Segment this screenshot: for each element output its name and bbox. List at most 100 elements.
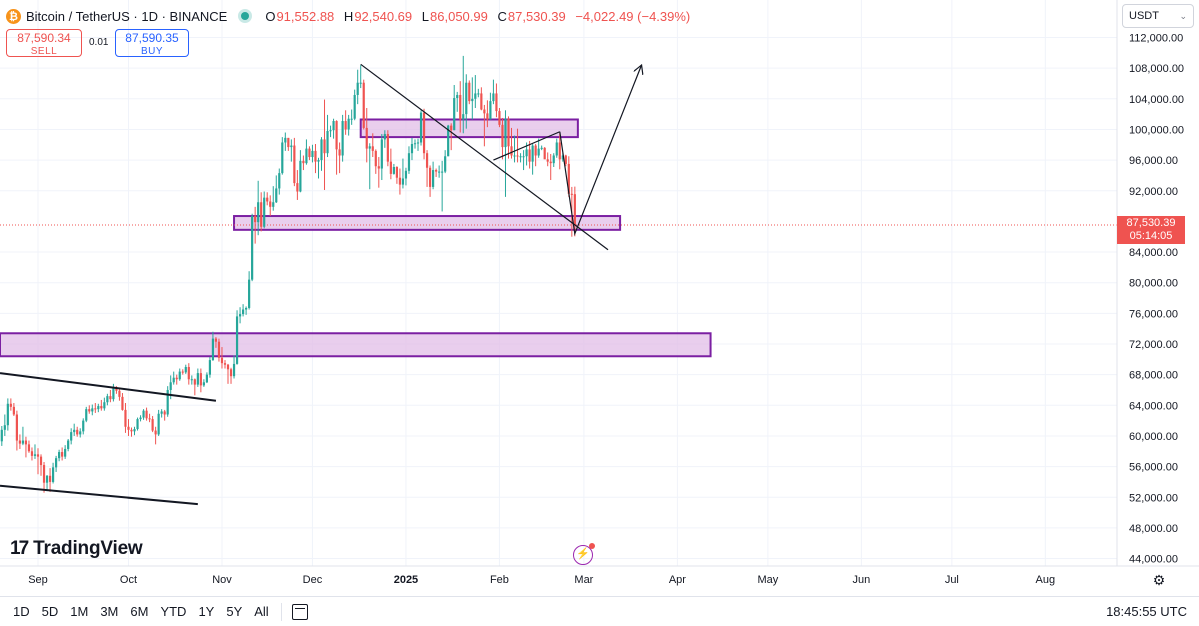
- candle: [94, 403, 97, 413]
- candle: [226, 363, 230, 384]
- candle: [211, 331, 215, 361]
- candle-body: [208, 360, 212, 375]
- bottom-toolbar: 1D 5D 1M 3M 6M YTD 1Y 5Y All 18:45:55 UT…: [0, 596, 1199, 626]
- candle: [284, 132, 287, 151]
- candle-body: [48, 475, 52, 482]
- candle: [54, 455, 58, 472]
- candle-body: [549, 161, 552, 164]
- candle: [133, 426, 136, 436]
- candle-body: [305, 148, 308, 164]
- candle-body: [284, 137, 287, 143]
- candle-body: [18, 440, 22, 444]
- candle: [549, 153, 552, 181]
- candle-body: [441, 171, 444, 173]
- resistance-zone: [359, 118, 579, 139]
- price-tick-label: 104,000.00: [1129, 94, 1184, 106]
- candle-body: [172, 377, 175, 383]
- timeframe-1y[interactable]: 1Y: [198, 604, 215, 619]
- candle: [347, 114, 350, 136]
- timeframe-1m[interactable]: 1M: [70, 604, 89, 619]
- price-tick-label: 52,000.00: [1129, 492, 1178, 504]
- currency-select[interactable]: USDT ⌄: [1122, 4, 1194, 28]
- candle-body: [97, 406, 100, 410]
- candle: [338, 142, 341, 174]
- candle-body: [474, 93, 477, 99]
- candle-body: [202, 382, 205, 386]
- candle-body: [371, 146, 374, 151]
- candle: [359, 65, 362, 89]
- candle-body: [323, 139, 326, 154]
- candle-body: [12, 406, 15, 415]
- timeframe-5y[interactable]: 5Y: [226, 604, 243, 619]
- sell-label: SELL: [30, 46, 58, 57]
- candle: [519, 153, 522, 163]
- candle: [18, 434, 22, 449]
- candle-body: [537, 148, 540, 156]
- candle-body: [103, 402, 106, 409]
- candle: [507, 116, 510, 159]
- candle: [124, 403, 127, 433]
- candle: [73, 423, 76, 436]
- candle-body: [0, 429, 3, 442]
- candle: [241, 304, 245, 317]
- candle: [341, 114, 344, 162]
- candle: [172, 371, 175, 385]
- utc-clock[interactable]: 18:45:55 UTC: [1106, 604, 1187, 619]
- candle-body: [555, 142, 558, 156]
- candle-body: [534, 145, 537, 156]
- buy-button[interactable]: 87,590.35 BUY: [115, 29, 189, 57]
- price-chart[interactable]: 44,000.00 48,000.00 52,000.00 56,000.00 60,0…: [0, 0, 1199, 596]
- candle-body: [193, 379, 196, 385]
- candle-body: [308, 148, 311, 158]
- chart-zones: [0, 118, 712, 358]
- candle: [368, 143, 371, 190]
- candle-body: [425, 153, 429, 168]
- candle-body: [522, 156, 525, 158]
- candle-body: [320, 139, 323, 161]
- calendar-icon[interactable]: [291, 603, 308, 620]
- tradingview-logo[interactable]: 17 TradingView: [10, 537, 143, 561]
- candle-body: [45, 475, 49, 483]
- timeframe-3m[interactable]: 3M: [100, 604, 119, 619]
- candle: [386, 130, 389, 167]
- sell-button[interactable]: 87,590.34 SELL: [6, 29, 82, 57]
- candle-body: [163, 411, 166, 415]
- candle: [573, 186, 576, 237]
- candle: [483, 104, 486, 147]
- timeframe-1d[interactable]: 1D: [13, 604, 30, 619]
- gear-icon[interactable]: ⚙: [1152, 572, 1166, 588]
- lightning-icon[interactable]: ⚡: [573, 543, 595, 565]
- candle-body: [58, 452, 61, 459]
- candle: [453, 85, 456, 131]
- candle: [281, 137, 284, 175]
- candle-body: [148, 418, 151, 420]
- timeframe-6m[interactable]: 6M: [130, 604, 149, 619]
- candle-body: [404, 170, 408, 179]
- candle: [416, 138, 420, 151]
- symbol-title[interactable]: Bitcoin / TetherUS · 1D · BINANCE: [26, 8, 228, 24]
- candle-body: [540, 147, 543, 149]
- candle-body: [133, 429, 136, 432]
- candle-body: [392, 166, 395, 174]
- candle: [48, 468, 52, 492]
- candle: [431, 161, 435, 190]
- timeframe-ytd[interactable]: YTD: [160, 604, 187, 619]
- candle: [543, 147, 546, 160]
- candle-body: [407, 153, 411, 171]
- timeframe-5d[interactable]: 5D: [41, 604, 59, 619]
- candle: [148, 413, 151, 423]
- candle: [112, 383, 115, 402]
- candle-body: [257, 202, 260, 223]
- candle: [248, 271, 251, 310]
- candle: [266, 192, 269, 206]
- candle-body: [266, 197, 269, 202]
- candle: [540, 145, 543, 151]
- candle: [516, 128, 519, 163]
- candle-body: [235, 316, 239, 364]
- candle: [139, 415, 142, 422]
- candle-body: [531, 145, 534, 162]
- candle-body: [329, 130, 332, 132]
- timeframe-all[interactable]: All: [254, 604, 269, 619]
- candle-body: [254, 216, 257, 223]
- candle: [350, 109, 353, 125]
